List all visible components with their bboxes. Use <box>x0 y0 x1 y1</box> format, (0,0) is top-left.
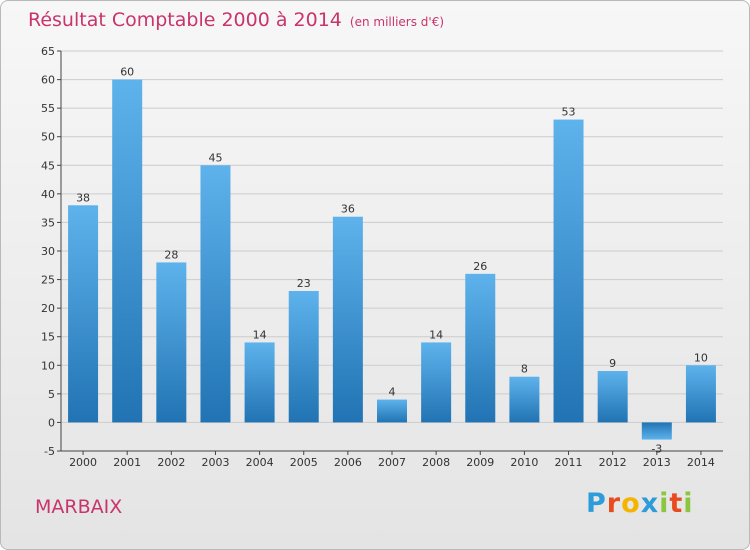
x-tick-label-2006: 2006 <box>334 456 362 469</box>
x-tick-label-2000: 2000 <box>69 456 97 469</box>
x-tick-label-2005: 2005 <box>290 456 318 469</box>
bar-2004 <box>244 342 275 423</box>
y-tick-label: 60 <box>41 74 55 87</box>
data-label-2006: 36 <box>341 203 355 216</box>
x-tick-label-2007: 2007 <box>378 456 406 469</box>
axes <box>57 50 723 455</box>
x-tick-label-2010: 2010 <box>510 456 538 469</box>
y-tick-label: 35 <box>41 216 55 229</box>
x-tick-label-2004: 2004 <box>246 456 274 469</box>
data-label-2002: 28 <box>164 248 178 261</box>
x-tick-label-2013: 2013 <box>643 456 671 469</box>
logo-letter: P <box>586 488 607 519</box>
bar-2006 <box>332 216 363 423</box>
y-tick-label: 15 <box>41 331 55 344</box>
bar-2007 <box>377 399 407 423</box>
logo-letter: x <box>640 488 660 519</box>
bar-2009 <box>465 273 496 423</box>
bar-2014 <box>685 365 716 423</box>
logo-letter: i <box>683 488 694 519</box>
logo-letter: t <box>669 488 684 519</box>
chart-title: Résultat Comptable 2000 à 2014 (en millie… <box>28 9 444 31</box>
y-tick-label: 25 <box>41 274 55 287</box>
y-tick-label: 45 <box>41 159 55 172</box>
y-tick-label: -5 <box>44 445 55 458</box>
logo-letter: r <box>606 488 622 519</box>
y-tick-label: 50 <box>41 131 55 144</box>
data-label-2008: 14 <box>429 328 443 341</box>
x-tick-label-2003: 2003 <box>201 456 229 469</box>
data-label-2009: 26 <box>473 260 487 273</box>
y-tick-label: 65 <box>41 45 55 58</box>
y-tick-label: 5 <box>48 388 55 401</box>
data-label-2007: 4 <box>389 386 396 399</box>
chart-unit-label: (en milliers d'€) <box>349 15 445 29</box>
y-tick-label: 30 <box>41 245 55 258</box>
bar-2008 <box>421 342 452 423</box>
data-label-2005: 23 <box>297 277 311 290</box>
bar-2011 <box>553 119 584 423</box>
bar-2003 <box>200 165 231 423</box>
bar-2005 <box>288 291 319 423</box>
x-tick-label-2014: 2014 <box>687 456 715 469</box>
logo-letter: o <box>621 488 641 519</box>
data-label-2003: 45 <box>208 151 222 164</box>
y-tick-label: 40 <box>41 188 55 201</box>
bar-2012 <box>597 371 628 423</box>
data-label-2012: 9 <box>609 357 616 370</box>
x-tick-label-2001: 2001 <box>113 456 141 469</box>
chart-title-text: Résultat Comptable 2000 à 2014 <box>28 9 342 31</box>
bar-2001 <box>112 79 143 423</box>
x-tick-label-2002: 2002 <box>157 456 185 469</box>
data-label-2011: 53 <box>562 106 576 119</box>
bar-2002 <box>156 262 187 423</box>
bar-2010 <box>509 376 540 423</box>
data-label-2014: 10 <box>694 351 708 364</box>
bars <box>68 79 716 440</box>
x-tick-label-2011: 2011 <box>555 456 583 469</box>
y-tick-label: 10 <box>41 359 55 372</box>
logo-letter: i <box>659 488 670 519</box>
data-label-2004: 14 <box>253 328 267 341</box>
commune-name: MARBAIX <box>35 496 123 518</box>
data-label-2001: 60 <box>120 66 134 79</box>
y-tick-label: 20 <box>41 302 55 315</box>
data-label-2000: 38 <box>76 191 90 204</box>
bar-2013 <box>641 422 672 440</box>
x-tick-label-2009: 2009 <box>466 456 494 469</box>
proxiti-logo: Proxiti <box>586 488 694 519</box>
x-tick-label-2012: 2012 <box>599 456 627 469</box>
data-label-2010: 8 <box>521 363 528 376</box>
y-tick-label: 0 <box>48 416 55 429</box>
data-label-2013: -3 <box>651 443 662 456</box>
x-tick-label-2008: 2008 <box>422 456 450 469</box>
labels: -5 0 5 10 15 20 25 30 35 40 45 50 55 60 65 38 2000 60 2001… <box>41 45 715 469</box>
bar-2000 <box>68 205 99 423</box>
y-tick-label: 55 <box>41 102 55 115</box>
